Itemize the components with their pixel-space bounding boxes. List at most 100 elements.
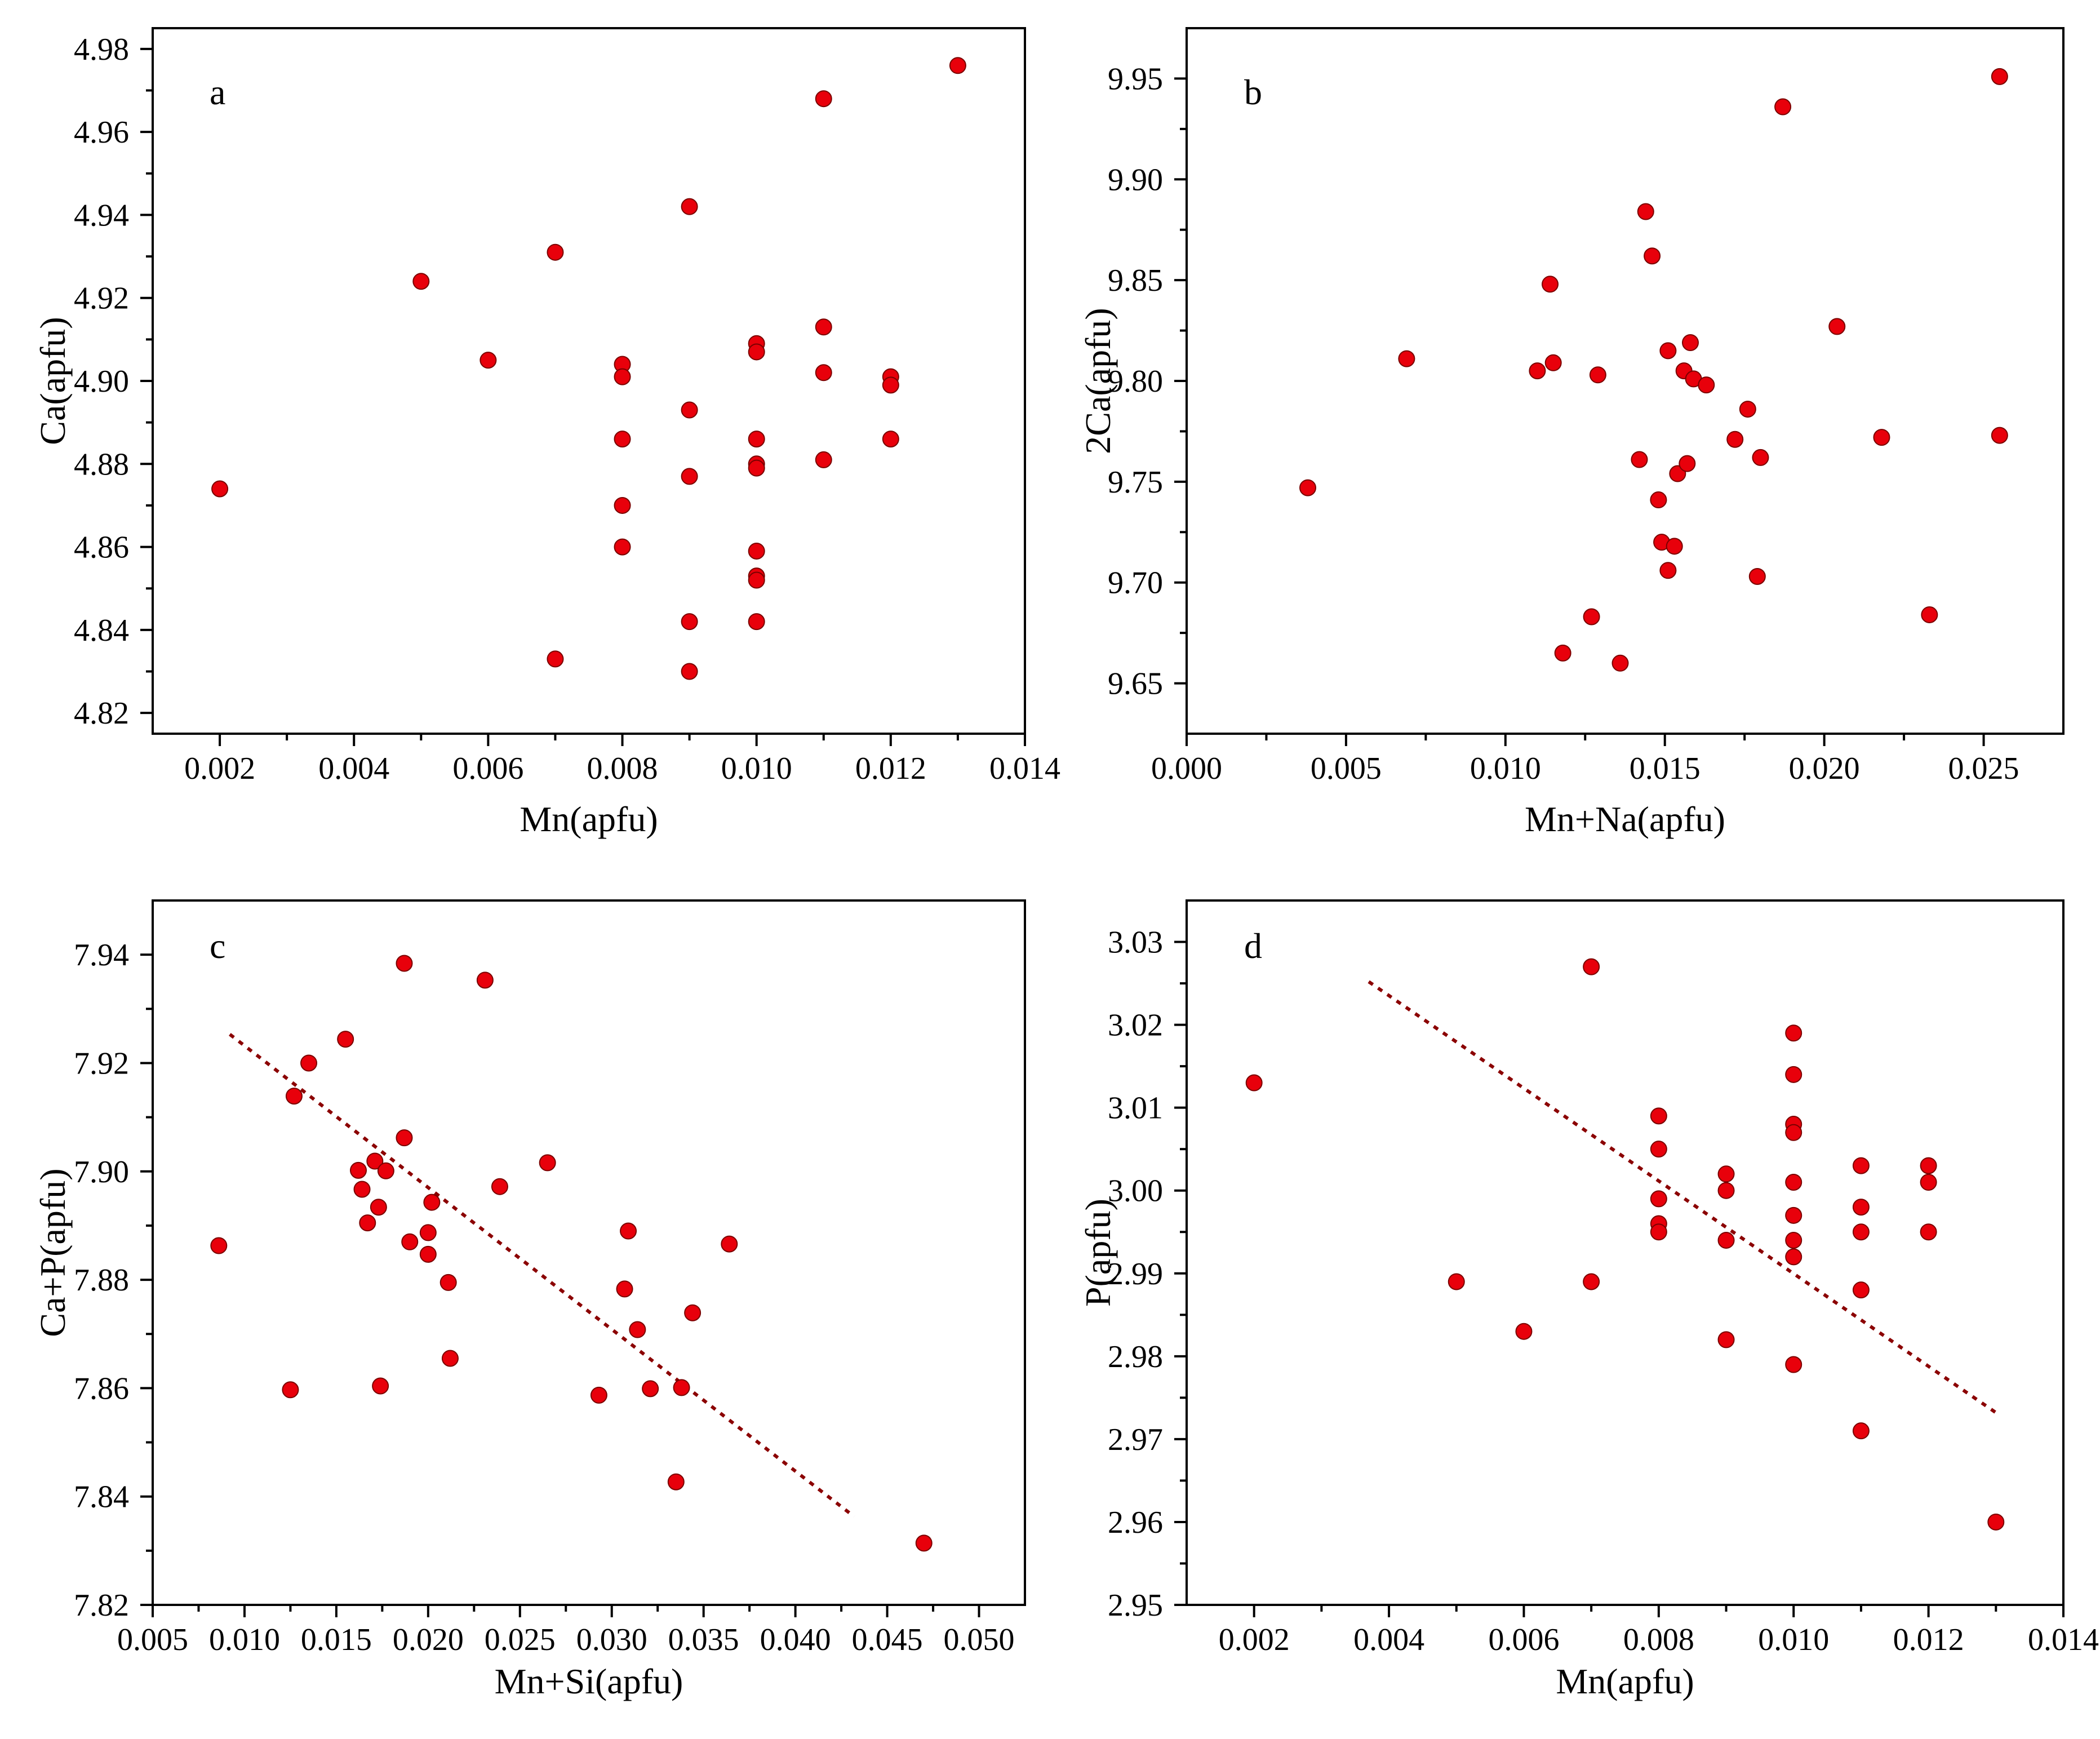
data-point: [1739, 401, 1756, 418]
x-tick-label: 0.004: [318, 751, 389, 786]
data-point: [1920, 1223, 1937, 1241]
y-tick-label: 4.98: [74, 32, 129, 67]
y-tick-label: 3.03: [1108, 925, 1163, 960]
y-tick-label: 2.95: [1108, 1588, 1163, 1623]
data-point: [681, 401, 698, 419]
y-tick-label: 2.98: [1108, 1339, 1163, 1374]
data-point: [1631, 451, 1648, 468]
y-tick-label: 9.95: [1108, 61, 1163, 96]
data-point: [300, 1054, 318, 1072]
data-point: [684, 1304, 702, 1321]
data-point: [1666, 538, 1683, 555]
y-tick-label: 9.70: [1108, 566, 1163, 601]
data-point: [1785, 1124, 1802, 1141]
data-point: [1299, 479, 1317, 496]
data-point: [614, 431, 631, 448]
data-point: [620, 1222, 637, 1240]
data-point: [1698, 376, 1715, 394]
panel-label: c: [210, 926, 225, 966]
data-point: [1554, 644, 1571, 662]
data-point: [681, 198, 698, 215]
panel-a: 0.002 0.004 0.006 0.008 0.010 0.012 0.014 4.82…: [33, 27, 1060, 839]
data-point: [1659, 342, 1677, 360]
data-point: [480, 352, 497, 369]
data-points: [1245, 958, 2005, 1531]
data-point: [748, 542, 765, 560]
data-point: [366, 1152, 384, 1170]
x-tick-labels: 0.002 0.004 0.006 0.008 0.010 0.012 0.014: [184, 751, 1060, 786]
y-tick-label: 2.97: [1108, 1422, 1163, 1457]
y-tick-label: 7.86: [74, 1371, 129, 1406]
x-tick-label: 0.010: [721, 751, 792, 786]
data-points: [210, 955, 933, 1552]
data-point: [681, 663, 698, 680]
y-tick-label: 7.94: [74, 938, 129, 973]
data-point: [1785, 1356, 1802, 1373]
data-point: [476, 971, 494, 989]
data-point: [1752, 449, 1769, 466]
x-tick-label: 0.006: [1488, 1622, 1559, 1657]
panel-d: 0.002 0.004 0.006 0.008 0.010 0.012 0.014 2.95…: [1078, 899, 2099, 1701]
tick-marks: [1174, 941, 2065, 1617]
x-tick-label: 0.014: [2028, 1622, 2099, 1657]
data-point: [1991, 427, 2008, 444]
y-tick-label: 9.90: [1108, 162, 1163, 197]
data-point: [401, 1233, 419, 1250]
x-tick-labels: 0.000 0.005 0.010 0.015 0.020 0.025: [1151, 751, 2019, 786]
y-tick-label: 4.82: [74, 696, 129, 731]
data-points: [1299, 68, 2008, 672]
y-tick-label: 9.80: [1108, 364, 1163, 399]
y-tick-label: 7.82: [74, 1588, 129, 1623]
x-tick-label: 0.004: [1353, 1622, 1424, 1657]
data-point: [377, 1162, 394, 1179]
x-tick-label: 0.030: [576, 1622, 647, 1657]
y-tick-label: 4.86: [74, 530, 129, 565]
data-point: [1852, 1281, 1870, 1299]
data-point: [1920, 1174, 1937, 1191]
y-tick-label: 3.01: [1108, 1091, 1163, 1126]
y-tick-labels: 7.82 7.84 7.86 7.88 7.90 7.92 7.94: [74, 938, 129, 1623]
data-point: [210, 1237, 228, 1254]
y-tick-label: 4.92: [74, 281, 129, 316]
data-point: [1717, 1165, 1735, 1183]
x-tick-label: 0.025: [1948, 751, 2019, 786]
data-point: [412, 273, 430, 290]
y-tick-labels: 4.82 4.84 4.86 4.88 4.90 4.92 4.94 4.96 4.98: [74, 32, 129, 731]
y-tick-label: 4.96: [74, 115, 129, 150]
data-point: [1726, 431, 1744, 448]
y-tick-label: 4.84: [74, 613, 129, 648]
x-tick-labels: 0.005 0.010 0.015 0.020 0.025 0.030 0.035 0.040…: [117, 1622, 1015, 1657]
data-point: [1644, 247, 1661, 265]
y-tick-label: 7.90: [74, 1155, 129, 1190]
data-point: [419, 1224, 437, 1241]
data-point: [1785, 1206, 1802, 1224]
data-point: [882, 431, 899, 448]
data-point: [1515, 1323, 1533, 1340]
data-point: [1717, 1331, 1735, 1348]
data-point: [748, 343, 765, 361]
data-point: [1681, 334, 1699, 352]
data-point: [1920, 1157, 1937, 1174]
data-point: [1542, 276, 1559, 293]
panel-label: a: [210, 72, 225, 112]
data-point: [748, 459, 765, 477]
data-point: [211, 480, 229, 498]
data-point: [1637, 203, 1654, 220]
data-point: [748, 613, 765, 631]
data-point: [359, 1214, 376, 1232]
x-tick-label: 0.008: [587, 751, 658, 786]
data-point: [949, 57, 966, 74]
data-point: [1774, 98, 1792, 116]
data-point: [590, 1386, 607, 1404]
data-point: [441, 1350, 459, 1367]
y-axis-title: Ca(apfu): [33, 317, 73, 445]
data-point: [1529, 362, 1546, 380]
y-tick-label: 9.75: [1108, 465, 1163, 500]
data-point: [547, 243, 564, 261]
data-point: [396, 955, 413, 972]
data-point: [1650, 1190, 1667, 1208]
data-point: [353, 1181, 371, 1198]
data-point: [1679, 455, 1696, 472]
x-tick-label: 0.010: [1758, 1622, 1829, 1657]
